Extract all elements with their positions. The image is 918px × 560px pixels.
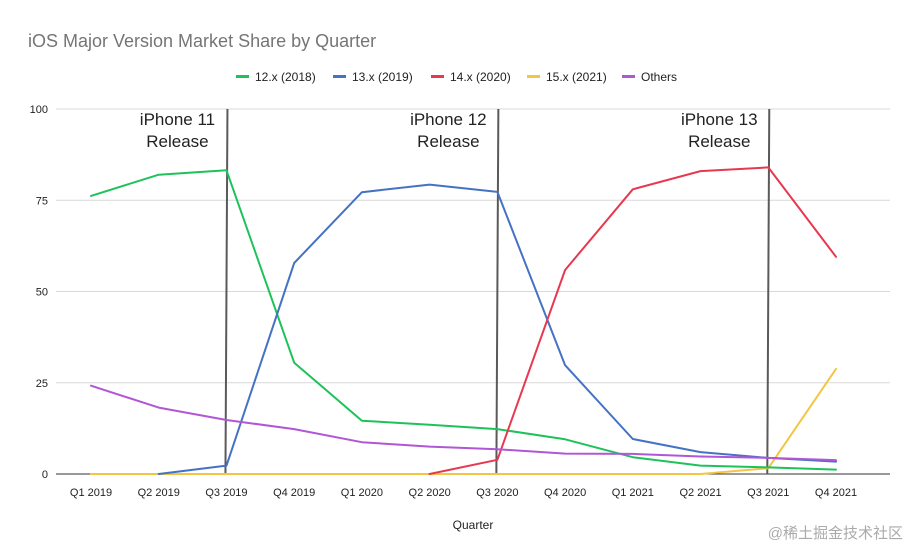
series-line bbox=[90, 169, 837, 471]
release-marker-line bbox=[495, 108, 500, 475]
series-line bbox=[90, 384, 837, 462]
y-tick-label: 100 bbox=[30, 104, 48, 116]
legend-swatch bbox=[236, 75, 249, 78]
x-tick-label: Q3 2020 bbox=[476, 487, 518, 499]
legend-label: 13.x (2019) bbox=[352, 70, 413, 84]
series-lines bbox=[90, 166, 837, 475]
x-tick-label: Q1 2021 bbox=[612, 487, 654, 499]
legend-swatch bbox=[431, 75, 444, 78]
x-tick-label: Q3 2021 bbox=[747, 487, 789, 499]
series-line bbox=[157, 183, 837, 475]
x-tick-label: Q2 2019 bbox=[138, 487, 180, 499]
legend-label: 12.x (2018) bbox=[255, 70, 316, 84]
legend-label: 14.x (2020) bbox=[450, 70, 511, 84]
annotation-label: Release bbox=[146, 132, 208, 151]
series-line bbox=[428, 166, 837, 475]
y-tick-label: 25 bbox=[36, 378, 48, 390]
watermark-text: @稀土掘金技术社区 bbox=[768, 525, 903, 542]
x-axis-ticks: Q1 2019 Q2 2019 Q3 2019 Q4 2019 Q1 2020 Q2 20… bbox=[70, 487, 857, 499]
annotations: iPhone 11 Release iPhone 12 Release iPhone 1… bbox=[140, 110, 758, 151]
annotation-label: iPhone 12 bbox=[410, 110, 487, 129]
legend-swatch bbox=[333, 75, 346, 78]
x-tick-label: Q1 2020 bbox=[341, 487, 383, 499]
x-axis-title: Quarter bbox=[453, 518, 494, 532]
y-tick-label: 0 bbox=[42, 469, 48, 481]
legend-swatch bbox=[622, 75, 635, 78]
annotation-label: iPhone 11 bbox=[140, 110, 215, 129]
release-marker-line bbox=[766, 108, 771, 475]
y-tick-label: 75 bbox=[36, 195, 48, 207]
x-tick-label: Q4 2021 bbox=[815, 487, 857, 499]
annotation-label: iPhone 13 bbox=[681, 110, 758, 129]
y-axis-ticks: 0 25 50 75 100 bbox=[30, 104, 48, 481]
legend-label: 15.x (2021) bbox=[546, 70, 607, 84]
legend: 12.x (2018) 13.x (2019) 14.x (2020) 15.x (2… bbox=[236, 70, 677, 84]
annotation-label: Release bbox=[688, 132, 750, 151]
series-line bbox=[90, 367, 837, 475]
legend-swatch bbox=[527, 75, 540, 78]
x-tick-label: Q1 2019 bbox=[70, 487, 112, 499]
x-tick-label: Q2 2020 bbox=[409, 487, 451, 499]
gridlines bbox=[56, 108, 890, 475]
x-tick-label: Q3 2019 bbox=[205, 487, 247, 499]
x-tick-label: Q4 2019 bbox=[273, 487, 315, 499]
x-tick-label: Q2 2021 bbox=[679, 487, 721, 499]
chart-title: iOS Major Version Market Share by Quarte… bbox=[28, 31, 376, 51]
x-tick-label: Q4 2020 bbox=[544, 487, 586, 499]
annotation-label: Release bbox=[417, 132, 479, 151]
legend-label: Others bbox=[641, 70, 677, 84]
y-tick-label: 50 bbox=[36, 287, 48, 299]
